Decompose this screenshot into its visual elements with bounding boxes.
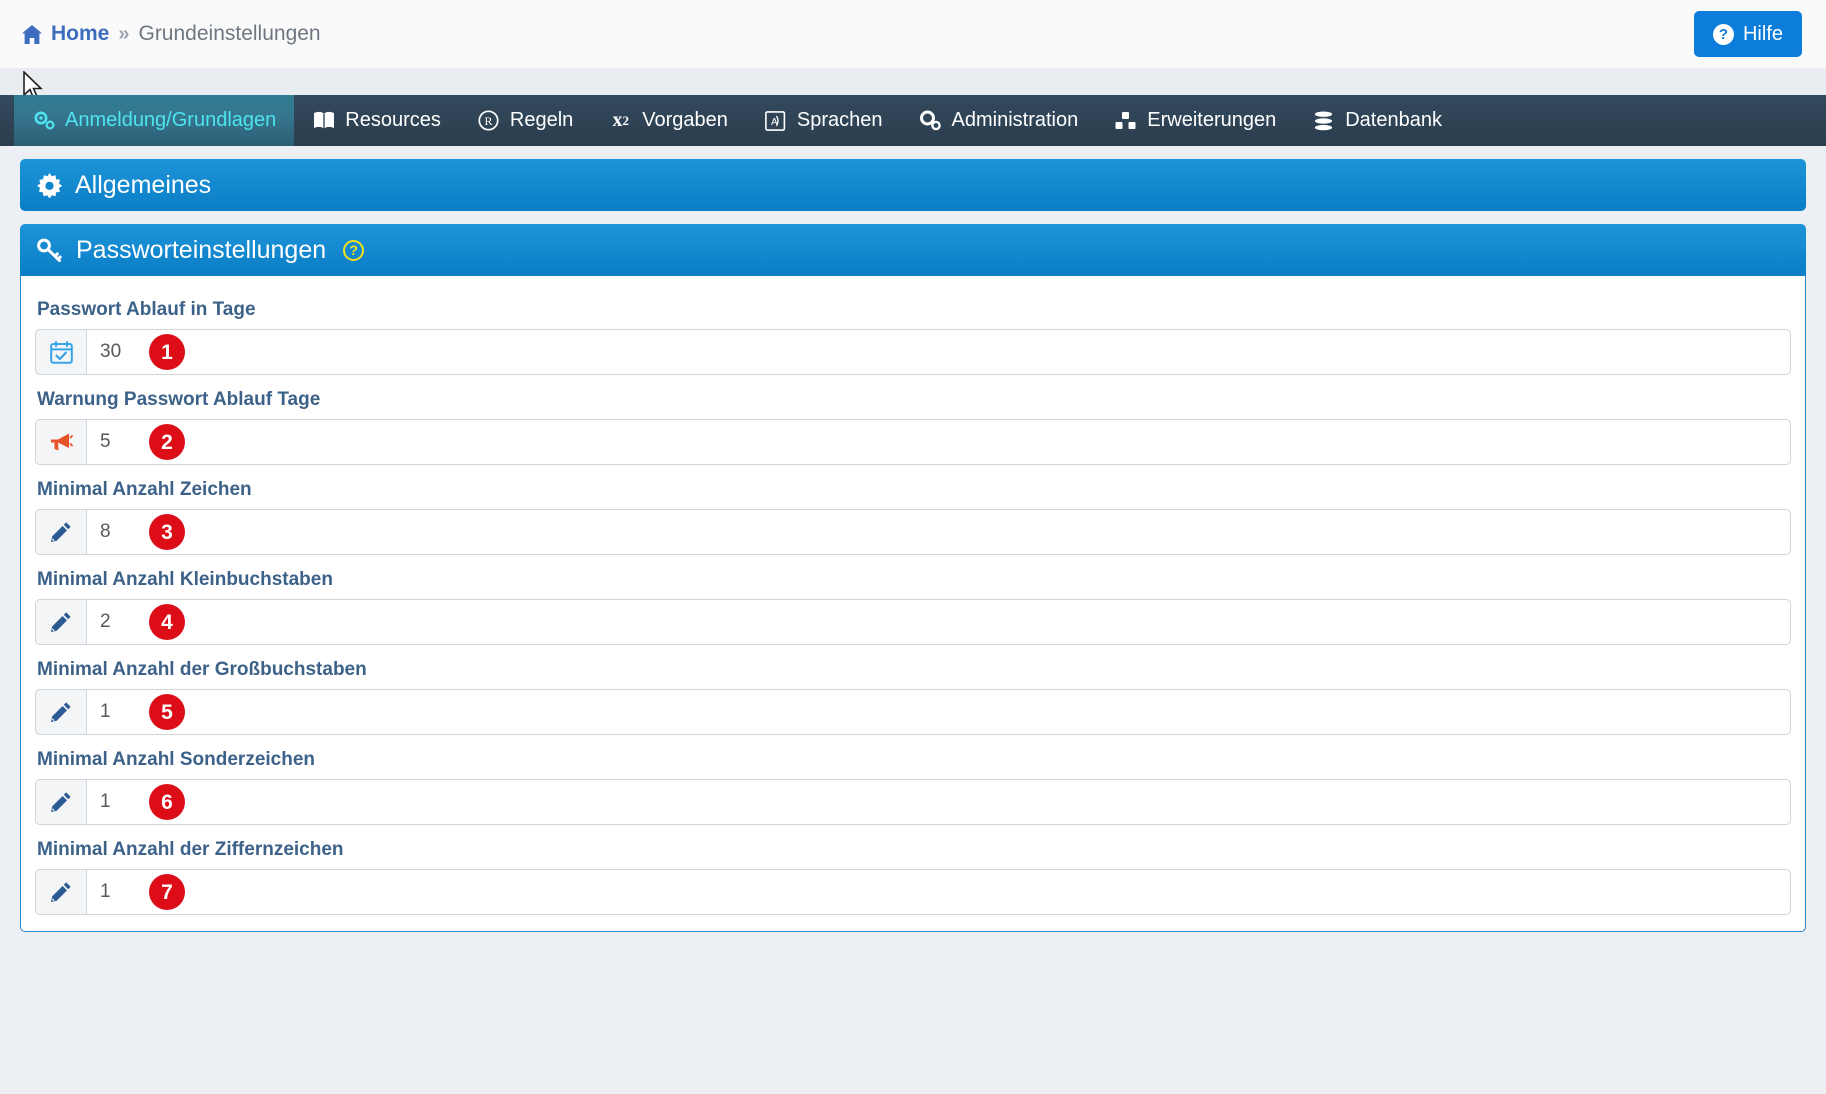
tab-sprachen[interactable]: A Sprachen [746,95,901,146]
field-label-minimal-anzahl-zeichen: Minimal Anzahl Zeichen [37,479,252,500]
tab-erweiterungen[interactable]: Erweiterungen [1096,95,1294,146]
tab-label: Vorgaben [642,109,728,131]
tab-label: Anmeldung/Grundlagen [65,109,277,131]
input-warnung-passwort-ablauf-tage[interactable]: 5 2 [86,419,1791,465]
tab-label: Resources [345,109,441,131]
tab-regeln[interactable]: R Regeln [459,95,591,146]
step-badge-5: 5 [149,694,185,730]
calendar-check-icon [35,329,86,375]
tab-administration[interactable]: Administration [901,95,1097,146]
step-badge-1: 1 [149,334,185,370]
pencil-icon [35,689,86,735]
panel-title: Allgemeines [75,170,212,199]
home-icon [22,24,42,44]
input-minimal-anzahl-der-grossbuchstaben[interactable]: 1 5 [86,689,1791,735]
tab-label: Sprachen [796,109,883,131]
input-value: 30 [100,341,122,362]
input-value: 1 [100,791,111,812]
input-minimal-anzahl-sonderzeichen[interactable]: 1 6 [86,779,1791,825]
tab-anmeldung-grundlagen[interactable]: Anmeldung/Grundlagen [14,95,295,146]
breadcrumb-home-label: Home [51,22,110,45]
field-row-warnung-passwort-ablauf-tage: 5 2 [35,419,1791,465]
step-badge-2: 2 [149,424,185,460]
field-label-passwort-ablauf-in-tage: Passwort Ablauf in Tage [37,299,256,320]
step-badge-4: 4 [149,604,185,640]
input-minimal-anzahl-kleinbuchstaben[interactable]: 2 4 [86,599,1791,645]
field-label-minimal-anzahl-kleinbuchstaben: Minimal Anzahl Kleinbuchstaben [37,569,333,590]
svg-text:R: R [484,114,492,128]
field-row-minimal-anzahl-zeichen: 8 3 [35,509,1791,555]
breadcrumb: Home » Grundeinstellungen [22,22,321,46]
field-row-minimal-anzahl-der-ziffernzeichen: 1 7 [35,869,1791,915]
help-button[interactable]: ? Hilfe [1693,11,1802,57]
input-value: 2 [100,611,111,632]
input-minimal-anzahl-zeichen[interactable]: 8 3 [86,509,1791,555]
field-label-minimal-anzahl-der-grossbuchstaben: Minimal Anzahl der Großbuchstaben [37,659,367,680]
help-button-label: Hilfe [1742,22,1783,45]
field-label-warnung-passwort-ablauf-tage: Warnung Passwort Ablauf Tage [37,389,321,410]
tab-datenbank[interactable]: Datenbank [1294,95,1460,146]
breadcrumb-separator: » [118,22,130,45]
pencil-icon [35,869,86,915]
tab-label: Administration [951,109,1079,131]
registered-icon: R [477,110,500,131]
field-label-minimal-anzahl-sonderzeichen: Minimal Anzahl Sonderzeichen [37,749,316,770]
tab-label: Datenbank [1345,109,1442,131]
input-value: 8 [100,521,111,542]
input-minimal-anzahl-der-ziffernzeichen[interactable]: 1 7 [86,869,1791,915]
input-passwort-ablauf-in-tage[interactable]: 30 1 [86,329,1791,375]
panel-header-passworteinstellungen[interactable]: Passworteinstellungen ? [20,224,1806,276]
field-row-minimal-anzahl-der-grossbuchstaben: 1 5 [35,689,1791,735]
pencil-icon [35,599,86,645]
question-circle-icon: ? [1712,23,1734,45]
breadcrumb-current: Grundeinstellungen [138,22,321,45]
key-icon [37,238,63,262]
language-icon: A [764,110,787,131]
panel-header-allgemeines[interactable]: Allgemeines [20,159,1806,211]
input-value: 1 [100,701,111,722]
panel-title: Passworteinstellungen [76,235,327,264]
input-value: 1 [100,881,111,902]
tab-label: Erweiterungen [1147,109,1277,131]
cubes-icon [1114,110,1137,131]
field-row-passwort-ablauf-in-tage: 30 1 [35,329,1791,375]
svg-text:A: A [771,117,778,128]
pencil-icon [35,509,86,555]
pencil-icon [35,779,86,825]
help-badge-icon[interactable]: ? [343,239,365,261]
cogs-icon [919,110,942,131]
gears-icon [32,110,55,131]
step-badge-7: 7 [149,874,185,910]
field-row-minimal-anzahl-kleinbuchstaben: 2 4 [35,599,1791,645]
tab-resources[interactable]: Resources [294,95,459,146]
content-area: Allgemeines Passworteinstellungen ? Pass… [0,159,1826,932]
database-icon [1312,110,1335,131]
breadcrumb-home-link[interactable]: Home [22,22,109,46]
field-label-minimal-anzahl-der-ziffernzeichen: Minimal Anzahl der Ziffernzeichen [37,839,344,860]
main-tabbar: Anmeldung/Grundlagen Resources R Regeln … [0,95,1826,146]
breadcrumb-bar: Home » Grundeinstellungen ? Hilfe [0,0,1826,68]
field-row-minimal-anzahl-sonderzeichen: 1 6 [35,779,1791,825]
input-value: 5 [100,431,111,452]
spacer-strip [0,68,1826,95]
tab-label: Regeln [509,109,574,131]
step-badge-6: 6 [149,784,185,820]
bullhorn-icon [35,419,86,465]
gear-icon [37,172,62,198]
book-icon [312,110,335,131]
password-settings-form: Passwort Ablauf in Tage 30 1 Warnung Pas… [20,276,1806,932]
step-badge-3: 3 [149,514,185,550]
